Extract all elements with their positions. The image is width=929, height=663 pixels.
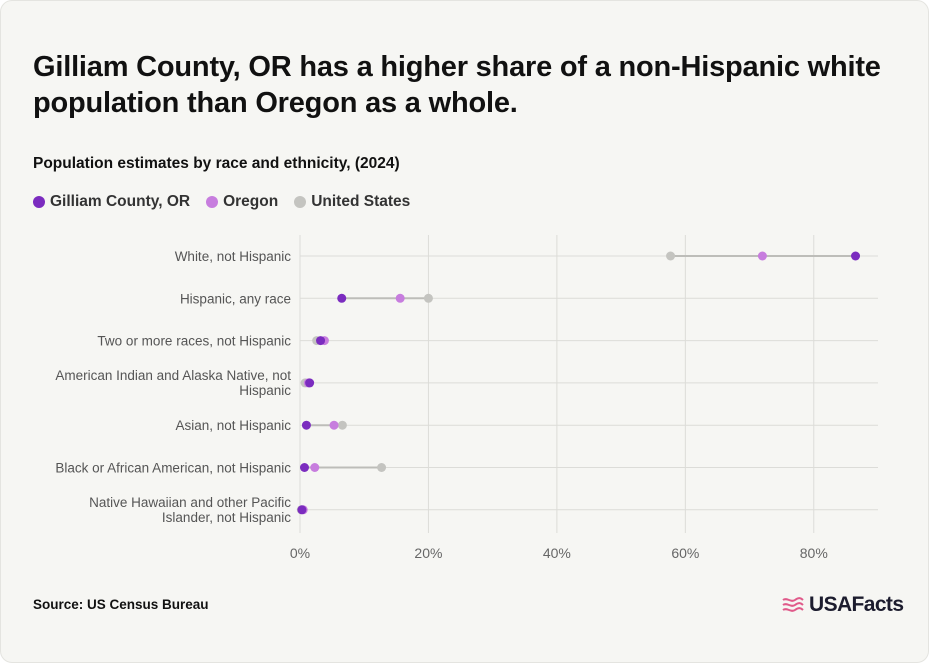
source-note: Source: US Census Bureau xyxy=(33,597,209,612)
category-label: Two or more races, not Hispanic xyxy=(97,334,291,349)
chart-title: Gilliam County, OR has a higher share of… xyxy=(33,51,881,119)
dot-us xyxy=(377,463,387,472)
legend-item-oregon[interactable]: Oregon xyxy=(206,193,278,211)
dot-gilliam xyxy=(316,336,326,346)
dot-gilliam xyxy=(305,378,315,388)
legend-dot-us xyxy=(294,196,307,208)
dot-gilliam xyxy=(299,463,309,472)
x-tick-label: 60% xyxy=(671,545,699,561)
x-tick-label: 20% xyxy=(414,545,442,561)
legend-item-us[interactable]: United States xyxy=(294,193,410,211)
dot-gilliam xyxy=(301,420,311,430)
x-tick-label: 80% xyxy=(800,545,828,561)
usafacts-flag-icon xyxy=(782,597,804,612)
dot-oregon xyxy=(395,293,405,303)
dot-us xyxy=(423,293,433,303)
legend-dot-gilliam xyxy=(33,196,45,208)
category-label: Native Hawaiian and other Pacific Islande… xyxy=(89,495,291,525)
category-label: American Indian and Alaska Native, not Hi… xyxy=(55,368,291,398)
x-tick-label: 0% xyxy=(290,545,310,561)
legend-label-oregon: Oregon xyxy=(223,193,279,210)
x-tick-label: 40% xyxy=(543,545,571,561)
legend-dot-oregon xyxy=(206,196,219,208)
dot-oregon xyxy=(757,251,767,261)
category-label: White, not Hispanic xyxy=(175,249,292,264)
legend-item-gilliam[interactable]: Gilliam County, OR xyxy=(33,193,190,211)
dot-gilliam xyxy=(851,251,861,261)
dot-us xyxy=(666,251,676,261)
category-label: Asian, not Hispanic xyxy=(175,418,291,433)
dot-gilliam xyxy=(297,505,307,515)
dot-range-chart: 0% 20% 40% 60% 80% White, not Hispanic Hispani… xyxy=(55,235,878,561)
dot-oregon xyxy=(329,420,339,430)
legend: Gilliam County, OR Oregon United States xyxy=(33,193,410,211)
legend-label-us: United States xyxy=(311,193,411,210)
category-label: Black or African American, not Hispanic xyxy=(55,461,291,476)
category-label: Hispanic, any race xyxy=(180,291,291,306)
legend-label-gilliam: Gilliam County, OR xyxy=(50,193,191,210)
brand-name: USAFacts xyxy=(809,593,904,616)
dot-us xyxy=(337,420,347,430)
dot-gilliam xyxy=(337,293,347,303)
brand-logo: USAFacts xyxy=(781,593,904,617)
chart-subtitle: Population estimates by race and ethnici… xyxy=(33,155,400,172)
dot-oregon xyxy=(310,463,320,472)
